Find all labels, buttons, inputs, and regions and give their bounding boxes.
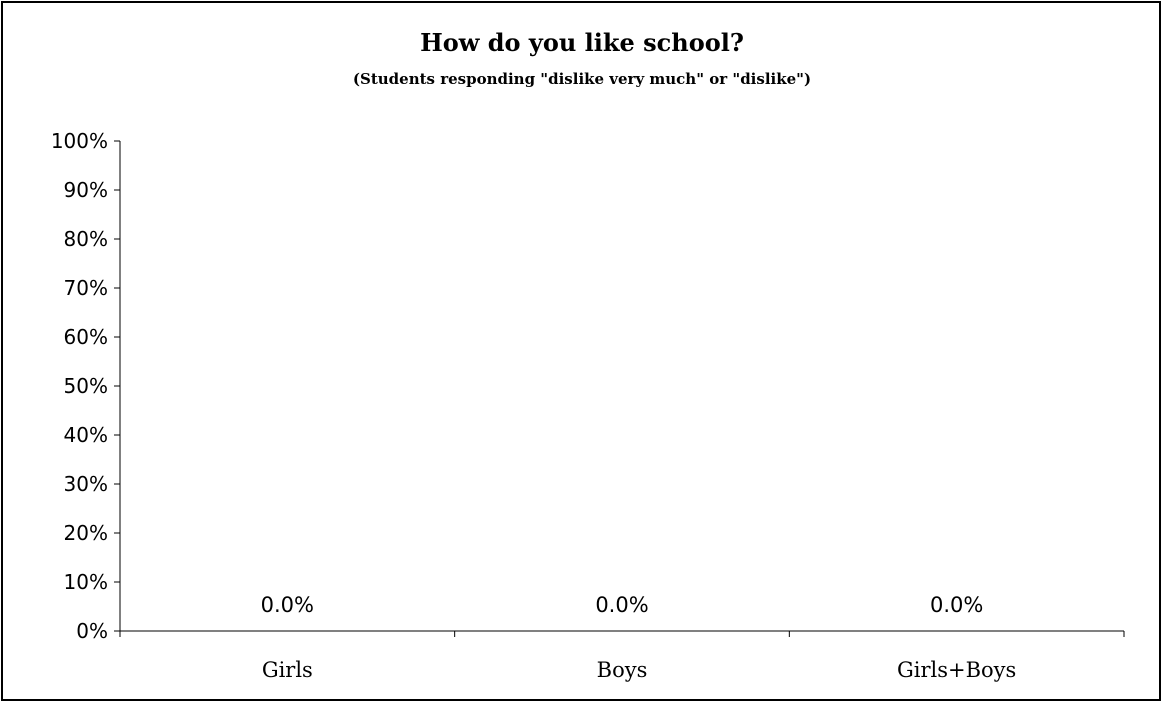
y-tick-label: 60% — [64, 325, 108, 349]
y-tick-label: 40% — [64, 423, 108, 447]
data-labels: 0.0% 0.0% 0.0% — [261, 593, 984, 617]
y-tick-label: 0% — [76, 619, 108, 643]
x-category-label: Girls+Boys — [897, 658, 1016, 682]
y-tick-label: 100% — [51, 129, 108, 153]
y-tick-label: 80% — [64, 227, 108, 251]
y-tick-label: 90% — [64, 178, 108, 202]
x-category-label: Boys — [597, 658, 648, 682]
bar-value-label: 0.0% — [930, 593, 983, 617]
bar-value-label: 0.0% — [595, 593, 648, 617]
chart-subtitle: (Students responding "dislike very much"… — [352, 70, 812, 88]
chart-title: How do you like school? — [420, 28, 744, 57]
x-category-label: Girls — [262, 658, 313, 682]
axes — [119, 141, 1124, 632]
y-tick-label: 50% — [64, 374, 108, 398]
y-tick-label: 20% — [64, 521, 108, 545]
y-tick-label: 30% — [64, 472, 108, 496]
y-tick-label: 70% — [64, 276, 108, 300]
y-axis-ticks: 0% 10% 20% 30% 40% 50% 60% 70% 80% 90% 100% — [51, 129, 120, 643]
x-axis-ticks: Girls Boys Girls+Boys — [119, 631, 1125, 682]
y-tick-label: 10% — [64, 570, 108, 594]
bar-value-label: 0.0% — [261, 593, 314, 617]
